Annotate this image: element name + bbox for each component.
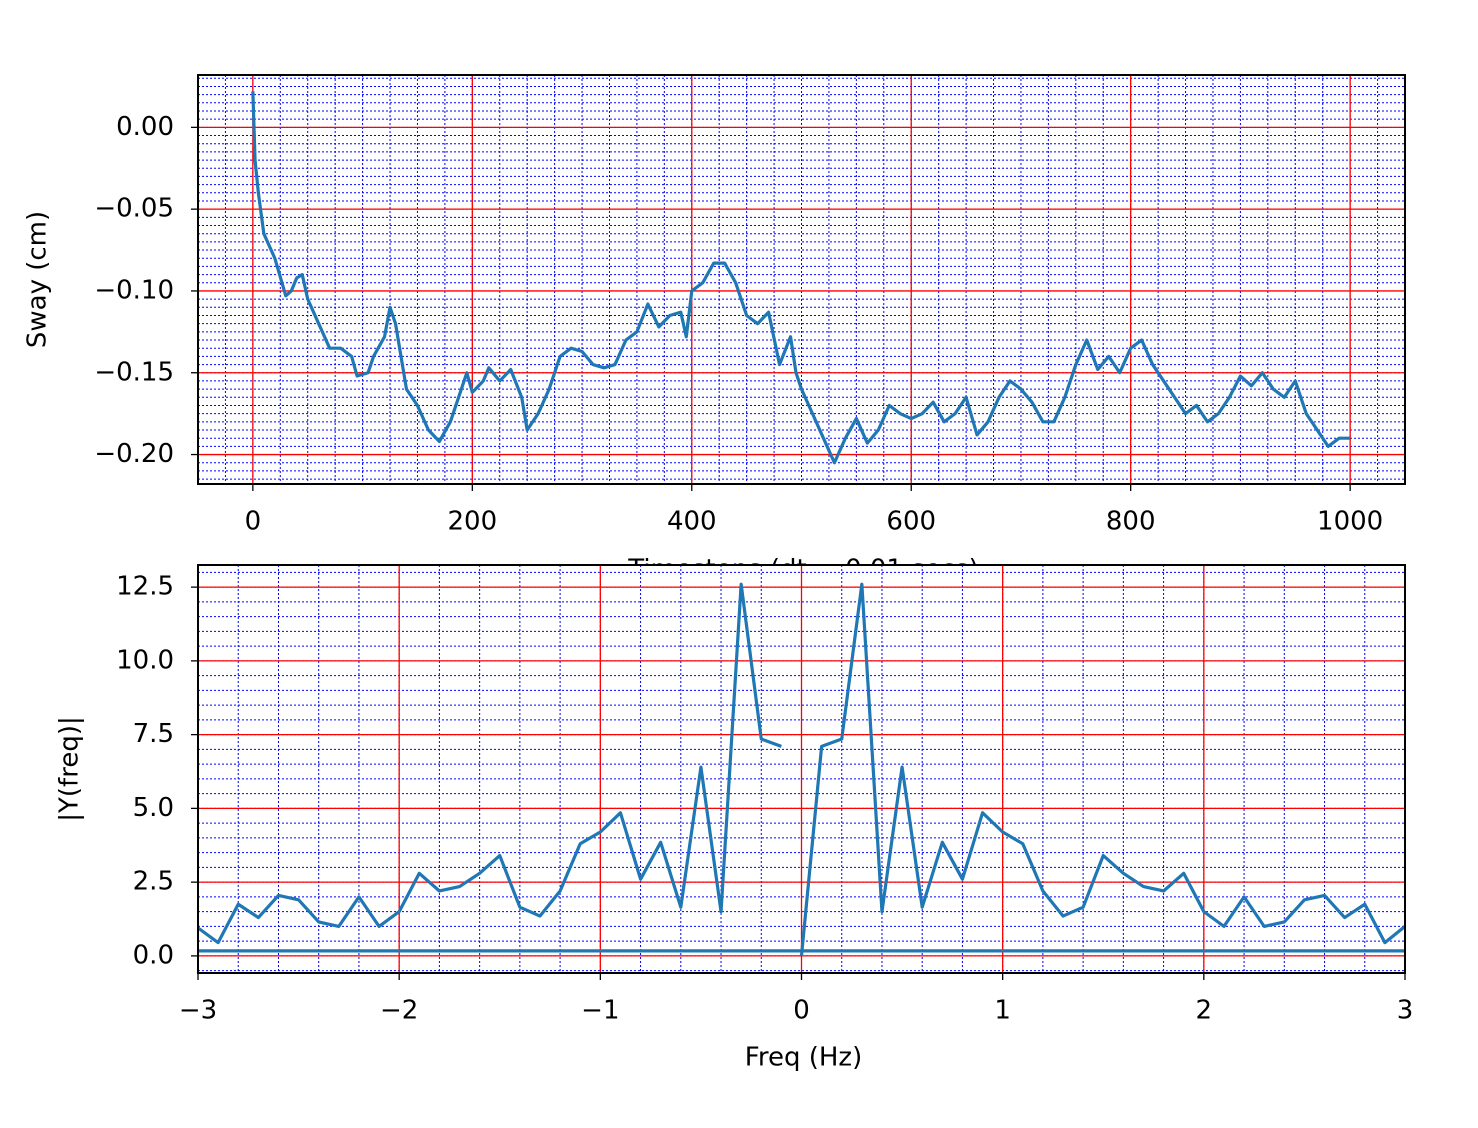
x-tick-label: 0 bbox=[245, 507, 262, 537]
x-tick-label: 2 bbox=[1196, 996, 1213, 1026]
y-tick-label: 5.0 bbox=[133, 793, 174, 823]
x-tick-label: 0 bbox=[793, 996, 810, 1026]
y-tick-label: 2.5 bbox=[133, 867, 174, 897]
y-tick-label: −0.10 bbox=[94, 275, 174, 305]
plot-area bbox=[198, 75, 1405, 484]
x-tick-label: 1 bbox=[994, 996, 1011, 1026]
y-tick-label: 0.00 bbox=[116, 112, 174, 142]
y-tick-label: 10.0 bbox=[116, 645, 174, 675]
y-tick-label: 12.5 bbox=[116, 572, 174, 602]
x-tick-label: 3 bbox=[1397, 996, 1414, 1026]
x-tick-label: 1000 bbox=[1317, 507, 1383, 537]
axes-frame bbox=[197, 564, 1406, 974]
y-axis-label: |Y(freq)| bbox=[55, 716, 85, 821]
y-tick-label: −0.15 bbox=[94, 357, 174, 387]
y-tick-label: 0.0 bbox=[133, 940, 174, 970]
x-tick-label: −1 bbox=[581, 996, 619, 1026]
x-tick-label: 600 bbox=[886, 507, 936, 537]
y-tick-label: −0.05 bbox=[94, 194, 174, 224]
x-tick-label: −2 bbox=[380, 996, 418, 1026]
y-tick-label: 7.5 bbox=[133, 719, 174, 749]
y-tick-label: −0.20 bbox=[94, 439, 174, 469]
y-axis-label: Sway (cm) bbox=[23, 211, 53, 348]
axes-frame bbox=[197, 74, 1406, 485]
x-tick-label: −3 bbox=[179, 996, 217, 1026]
x-tick-label: 800 bbox=[1106, 507, 1156, 537]
x-tick-label: 400 bbox=[667, 507, 717, 537]
data-line bbox=[251, 91, 1351, 465]
plot-area bbox=[198, 565, 1405, 973]
x-axis-label: Freq (Hz) bbox=[745, 1043, 862, 1073]
x-tick-label: 200 bbox=[447, 507, 497, 537]
data-line bbox=[198, 582, 1405, 957]
